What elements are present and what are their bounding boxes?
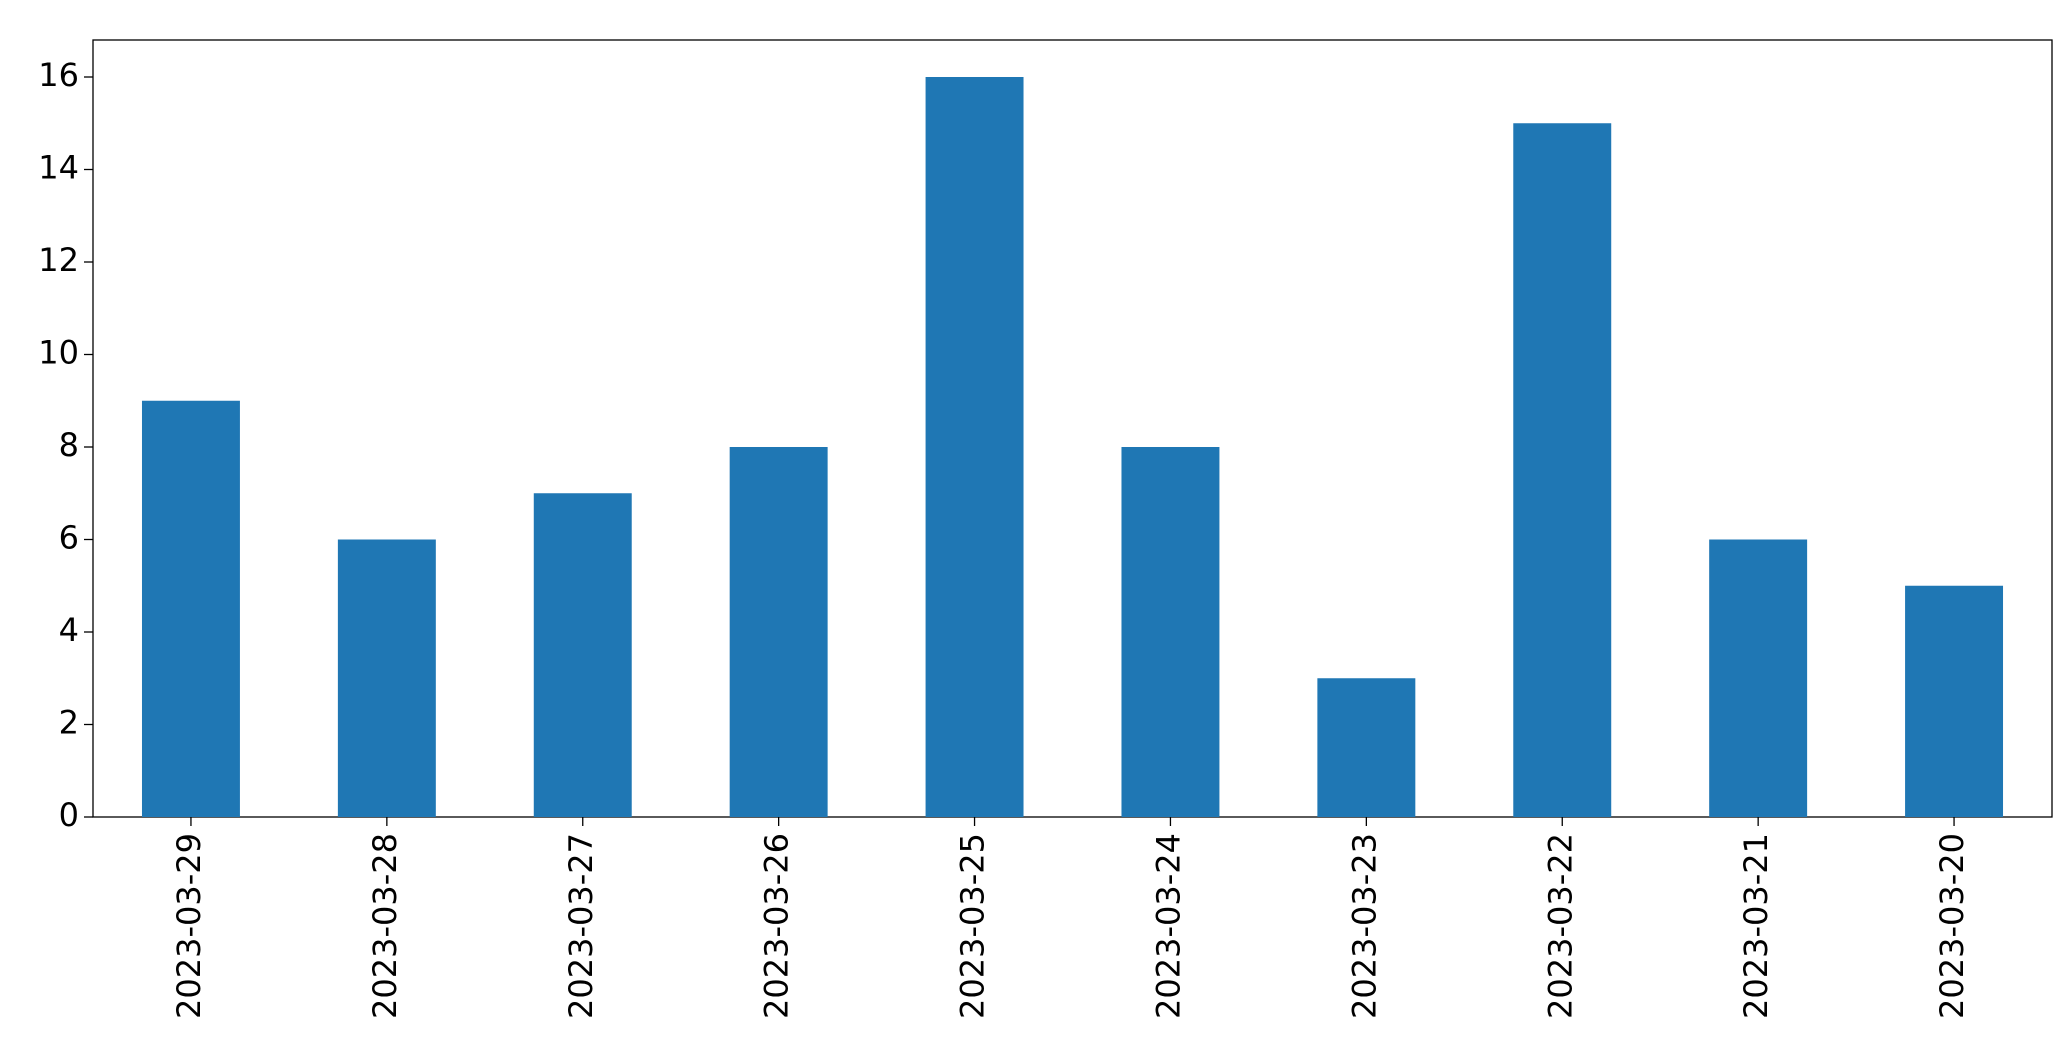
y-tick-label: 16 bbox=[38, 56, 79, 94]
x-tick-label: 2023-03-27 bbox=[562, 833, 600, 1019]
bar bbox=[925, 77, 1024, 817]
x-tick-label: 2023-03-25 bbox=[954, 833, 992, 1019]
y-tick-label: 12 bbox=[38, 241, 79, 279]
plot-frame bbox=[92, 39, 2053, 818]
x-tick-label: 2023-03-21 bbox=[1737, 833, 1775, 1019]
x-tick-label: 2023-03-20 bbox=[1933, 833, 1971, 1019]
bar bbox=[1513, 123, 1612, 817]
bar bbox=[1905, 585, 2004, 817]
x-tick-label: 2023-03-24 bbox=[1149, 833, 1187, 1019]
x-tick-label: 2023-03-22 bbox=[1541, 833, 1579, 1019]
y-tick-label: 2 bbox=[59, 704, 79, 742]
bar bbox=[141, 400, 240, 817]
y-tick-label: 0 bbox=[59, 796, 79, 834]
y-tick-label: 4 bbox=[59, 611, 79, 649]
bar bbox=[1317, 678, 1416, 817]
bar bbox=[337, 539, 436, 817]
x-tick-label: 2023-03-23 bbox=[1345, 833, 1383, 1019]
bar bbox=[729, 447, 828, 817]
y-tick-label: 10 bbox=[38, 334, 79, 372]
bar bbox=[1709, 539, 1808, 817]
x-tick-label: 2023-03-26 bbox=[758, 833, 796, 1019]
x-tick-label: 2023-03-29 bbox=[170, 833, 208, 1019]
bar bbox=[533, 493, 632, 817]
y-tick-label: 6 bbox=[59, 519, 79, 557]
x-tick-label: 2023-03-28 bbox=[366, 833, 404, 1019]
bar bbox=[1121, 447, 1220, 817]
y-tick-label: 8 bbox=[59, 426, 79, 464]
y-tick-label: 14 bbox=[38, 149, 79, 187]
